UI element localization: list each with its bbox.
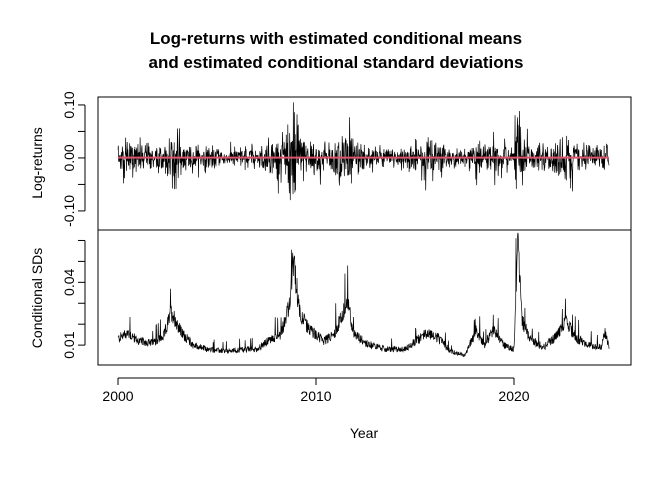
conditional-sd-line <box>117 232 610 358</box>
y-tick-label: 0.10 <box>61 91 77 118</box>
y-tick-label: 0.01 <box>61 331 77 358</box>
bottom-panel-frame <box>97 229 632 366</box>
sd-series <box>117 232 610 358</box>
y-tick-label: 0.04 <box>61 268 77 295</box>
x-tick-label: 2020 <box>498 388 529 404</box>
chart-title-line1: Log-returns with estimated conditional m… <box>150 29 522 48</box>
y-label-bottom: Conditional SDs <box>29 248 45 348</box>
y-tick-label: 0.00 <box>61 144 77 171</box>
returns-series <box>117 102 610 201</box>
x-label: Year <box>350 425 379 441</box>
log-returns-line <box>117 102 610 201</box>
x-tick-label: 2000 <box>102 388 133 404</box>
x-tick-label: 2010 <box>300 388 331 404</box>
y-tick-label: -0.10 <box>61 195 77 227</box>
y-label-top: Log-returns <box>29 127 45 199</box>
chart-title-line2: and estimated conditional standard devia… <box>148 53 523 72</box>
